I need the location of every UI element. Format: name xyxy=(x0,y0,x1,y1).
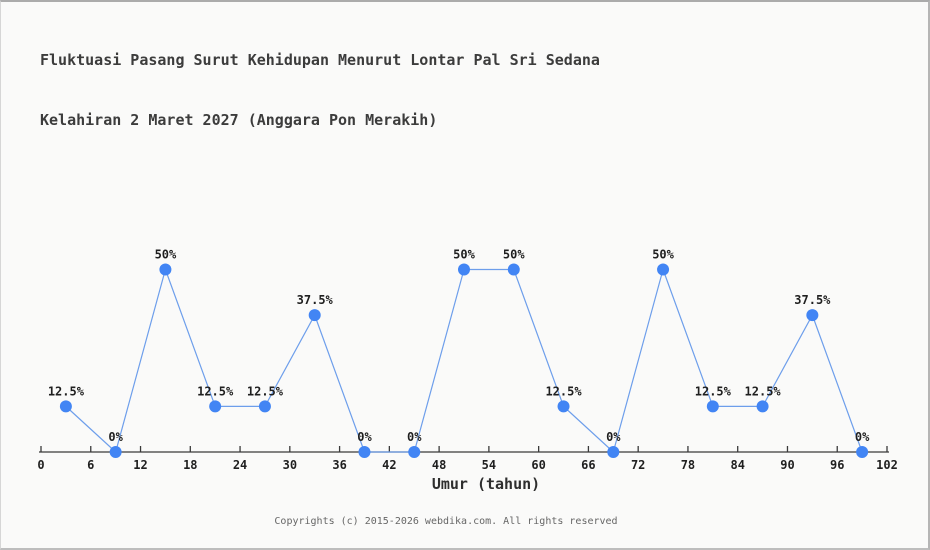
chart-title: Fluktuasi Pasang Surut Kehidupan Menurut… xyxy=(40,10,600,170)
data-point xyxy=(557,400,570,413)
data-point-label: 0% xyxy=(357,430,372,444)
x-tick-label: 0 xyxy=(37,458,44,472)
data-point xyxy=(657,263,670,276)
data-point xyxy=(507,263,520,276)
x-tick-label: 60 xyxy=(531,458,545,472)
data-point-label: 12.5% xyxy=(197,384,234,398)
data-point xyxy=(856,446,869,458)
x-tick-label: 102 xyxy=(876,458,898,472)
data-point-label: 0% xyxy=(108,430,123,444)
x-tick-label: 6 xyxy=(87,458,94,472)
x-tick-label: 18 xyxy=(183,458,197,472)
x-tick-label: 84 xyxy=(730,458,744,472)
data-point-label: 12.5% xyxy=(48,384,85,398)
data-point-label: 12.5% xyxy=(545,384,582,398)
data-point xyxy=(806,309,819,322)
data-point xyxy=(59,400,72,413)
x-tick-label: 66 xyxy=(581,458,595,472)
data-point xyxy=(258,400,271,413)
data-point xyxy=(458,263,470,276)
data-point-label: 50% xyxy=(503,248,525,262)
data-point-label: 37.5% xyxy=(297,293,334,307)
x-tick-label: 90 xyxy=(780,458,794,472)
data-point-label: 50% xyxy=(652,248,674,262)
x-tick-label: 96 xyxy=(830,458,844,472)
data-point xyxy=(358,446,371,458)
x-tick-label: 12 xyxy=(133,458,147,472)
data-point-label: 12.5% xyxy=(695,384,732,398)
data-point-label: 0% xyxy=(606,430,621,444)
data-point xyxy=(209,400,222,413)
x-tick-label: 78 xyxy=(681,458,695,472)
copyright-text: Copyrights (c) 2015-2026 webdika.com. Al… xyxy=(274,516,618,527)
x-tick-label: 48 xyxy=(432,458,446,472)
data-point-label: 12.5% xyxy=(745,384,782,398)
x-tick-label: 54 xyxy=(482,458,496,472)
data-point xyxy=(308,309,321,322)
x-axis-label: Umur (tahun) xyxy=(431,475,541,493)
data-point xyxy=(109,446,122,458)
data-point xyxy=(159,263,172,276)
data-point-label: 37.5% xyxy=(794,293,831,307)
data-point-label: 50% xyxy=(155,248,177,262)
x-tick-label: 42 xyxy=(382,458,396,472)
x-tick-label: 30 xyxy=(283,458,297,472)
chart-title-line2: Kelahiran 2 Maret 2027 (Anggara Pon Mera… xyxy=(40,111,438,129)
x-tick-label: 36 xyxy=(332,458,346,472)
chart-title-line1: Fluktuasi Pasang Surut Kehidupan Menurut… xyxy=(40,51,600,69)
x-tick-label: 24 xyxy=(233,458,247,472)
data-point xyxy=(408,446,421,458)
data-point-label: 0% xyxy=(855,430,870,444)
data-point-label: 12.5% xyxy=(247,384,284,398)
data-point xyxy=(706,400,719,413)
data-line xyxy=(65,267,863,454)
x-tick-label: 72 xyxy=(631,458,645,472)
data-point xyxy=(607,446,620,458)
data-point-label: 0% xyxy=(407,430,422,444)
data-point-label: 50% xyxy=(453,248,475,262)
data-point xyxy=(756,400,769,413)
